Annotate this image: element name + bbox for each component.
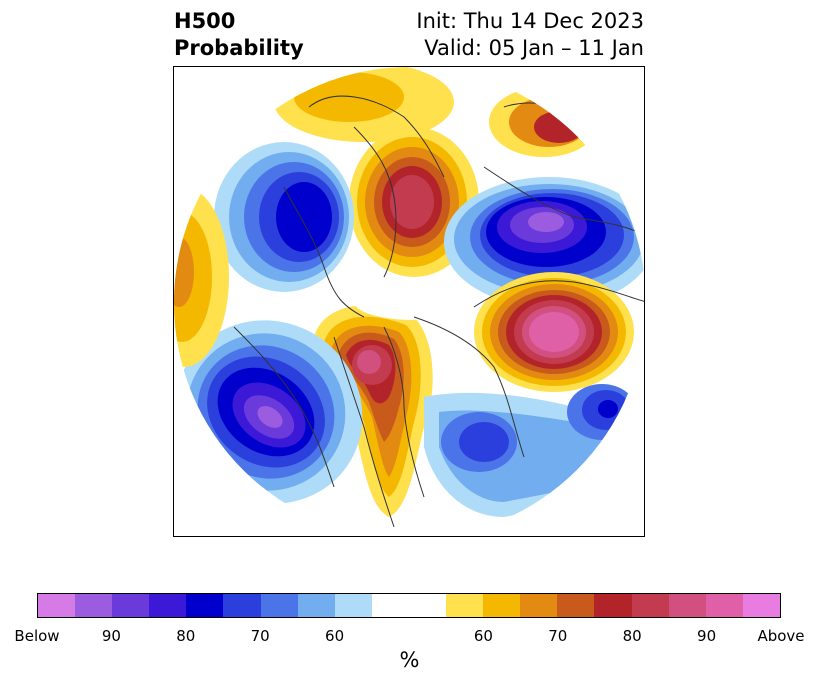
title-variable: H500 xyxy=(174,9,236,33)
colorbar-segment xyxy=(483,594,521,617)
colorbar-tick-label: 60 xyxy=(473,627,493,645)
feature-westna-above xyxy=(314,305,433,517)
colorbar-segment xyxy=(75,594,113,617)
probability-map xyxy=(174,67,644,536)
colorbar-unit: % xyxy=(399,648,420,672)
colorbar-segment xyxy=(446,594,484,617)
feature-siberia-above xyxy=(474,272,634,392)
colorbar-segment xyxy=(260,594,298,617)
colorbar-tick-label: Above xyxy=(757,627,805,645)
colorbar-segment xyxy=(112,594,150,617)
init-date: Init: Thu 14 Dec 2023 xyxy=(416,9,644,33)
colorbar-segment xyxy=(149,594,187,617)
title-field: Probability xyxy=(174,36,304,60)
colorbar-tick-label: Below xyxy=(14,627,60,645)
colorbar-segment xyxy=(371,594,447,617)
title-right: Init: Thu 14 Dec 2023 Valid: 05 Jan – 11… xyxy=(416,8,644,62)
colorbar xyxy=(37,593,781,618)
colorbar-tick-label: 70 xyxy=(548,627,568,645)
arctic-neutral xyxy=(354,284,474,320)
colorbar-segment xyxy=(38,594,76,617)
colorbar-tick-label: 80 xyxy=(176,627,196,645)
feature-alaska-below xyxy=(214,142,354,292)
colorbar-segment xyxy=(186,594,224,617)
colorbar-segment xyxy=(594,594,632,617)
colorbar-tick-label: 70 xyxy=(250,627,270,645)
colorbar-segment xyxy=(742,594,780,617)
valid-range: Valid: 05 Jan – 11 Jan xyxy=(424,36,644,60)
feature-atlantic-below xyxy=(424,384,644,517)
title-left: H500 Probability xyxy=(174,8,304,62)
colorbar-tick-label: 80 xyxy=(622,627,642,645)
colorbar-segment xyxy=(557,594,595,617)
map-panel xyxy=(173,66,645,537)
colorbar-segment xyxy=(520,594,558,617)
feature-europe-below xyxy=(444,177,644,307)
feature-eastasia-above xyxy=(174,187,229,367)
colorbar-tick-labels: Below 90 80 70 60 60 70 80 90 Above xyxy=(0,627,819,647)
colorbar-tick-label: 60 xyxy=(325,627,345,645)
colorbar-segment xyxy=(334,594,372,617)
colorbar-segment xyxy=(631,594,669,617)
colorbar-tick-label: 90 xyxy=(697,627,717,645)
colorbar-segment xyxy=(668,594,706,617)
coastlines xyxy=(233,95,644,528)
colorbar-tick-label: 90 xyxy=(101,627,121,645)
colorbar-segment xyxy=(223,594,261,617)
colorbar-segment xyxy=(297,594,335,617)
colorbar-segment xyxy=(705,594,743,617)
